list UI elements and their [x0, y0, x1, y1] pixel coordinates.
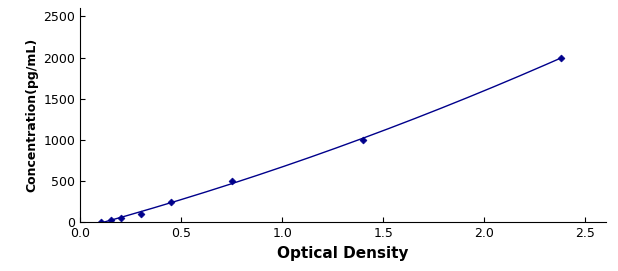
X-axis label: Optical Density: Optical Density	[277, 246, 408, 261]
Y-axis label: Concentration(pg/mL): Concentration(pg/mL)	[25, 38, 38, 192]
